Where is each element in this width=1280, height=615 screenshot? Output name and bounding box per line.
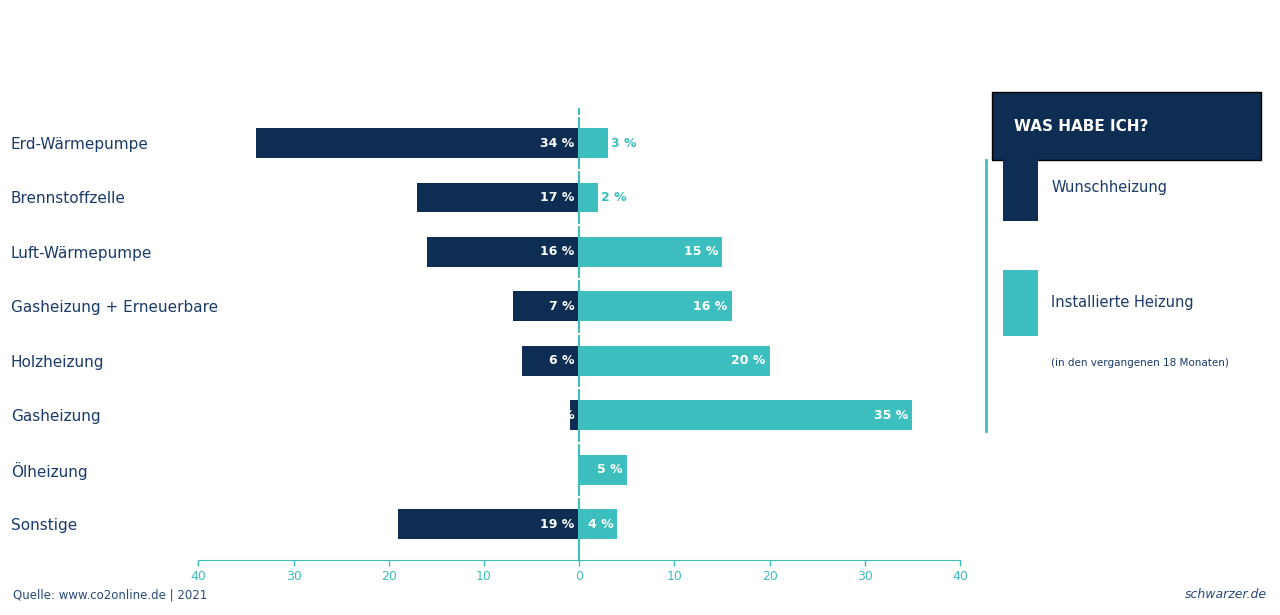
Bar [1002,155,1038,221]
Text: Quelle: www.co2online.de | 2021: Quelle: www.co2online.de | 2021 [13,589,207,601]
Text: 16 %: 16 % [694,300,728,313]
Bar [580,400,913,430]
Bar [580,509,617,539]
Bar [580,237,722,267]
Bar [398,509,580,539]
Bar [570,400,580,430]
FancyBboxPatch shape [992,92,1261,160]
Text: 2 %: 2 % [602,191,627,204]
Text: 16 %: 16 % [540,245,575,258]
Bar [580,455,627,485]
Text: 7 %: 7 % [549,300,575,313]
Text: 4 %: 4 % [588,518,613,531]
Bar [428,237,580,267]
Text: (in den vergangenen 18 Monaten): (in den vergangenen 18 Monaten) [1051,358,1229,368]
Text: 34 %: 34 % [540,137,575,149]
Text: 5 %: 5 % [598,463,623,476]
Text: 3 %: 3 % [611,137,636,149]
Bar [417,183,580,212]
Bar [580,128,608,158]
Text: WAS HABE ICH?: WAS HABE ICH? [1014,119,1148,133]
Bar [522,346,580,376]
Text: 19 %: 19 % [540,518,575,531]
Text: 1 %: 1 % [549,409,575,422]
Text: Wunschheizung: Wunschheizung [1051,180,1167,196]
Text: Installierte Heizung: Installierte Heizung [1051,295,1194,311]
Bar [580,183,598,212]
Bar [580,292,732,322]
Text: 35 %: 35 % [874,409,909,422]
Bar [512,292,580,322]
Text: schwarzer.de: schwarzer.de [1185,589,1267,601]
Text: 20 %: 20 % [731,354,765,367]
Text: 6 %: 6 % [549,354,575,367]
Bar [580,346,769,376]
Bar [256,128,580,158]
Text: 15 %: 15 % [684,245,718,258]
Text: 17 %: 17 % [540,191,575,204]
Text: Heizungstausch-Umfrage: „Wunsch vs. Wirklichkeit“: Heizungstausch-Umfrage: „Wunsch vs. Wirk… [64,25,1216,64]
Bar [1002,270,1038,336]
